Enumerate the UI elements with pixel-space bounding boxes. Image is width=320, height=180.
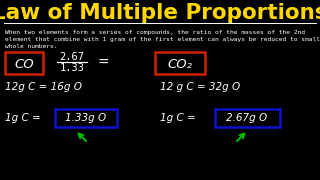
Bar — [215, 109, 280, 127]
Text: 1g C =: 1g C = — [160, 113, 196, 123]
Text: CO: CO — [14, 57, 34, 71]
Text: 2.67g O: 2.67g O — [227, 113, 268, 123]
Bar — [5, 52, 43, 74]
Text: 1.33: 1.33 — [60, 63, 84, 73]
Text: whole numbers.: whole numbers. — [5, 44, 58, 49]
Text: 12g C = 16g O: 12g C = 16g O — [5, 82, 82, 92]
Text: 1.33g O: 1.33g O — [65, 113, 107, 123]
Text: 12 g C = 32g O: 12 g C = 32g O — [160, 82, 240, 92]
Text: When two elements form a series of compounds, the ratio of the masses of the 2nd: When two elements form a series of compo… — [5, 30, 305, 35]
Bar — [155, 52, 205, 74]
Text: 1g C =: 1g C = — [5, 113, 41, 123]
Text: element that combine with 1 gram of the first element can always be reduced to s: element that combine with 1 gram of the … — [5, 37, 320, 42]
Text: =: = — [97, 56, 109, 70]
Text: 2.67: 2.67 — [60, 52, 84, 62]
Text: CO₂: CO₂ — [167, 57, 193, 71]
Bar — [55, 109, 117, 127]
Text: Law of Multiple Proportions: Law of Multiple Proportions — [0, 3, 320, 23]
